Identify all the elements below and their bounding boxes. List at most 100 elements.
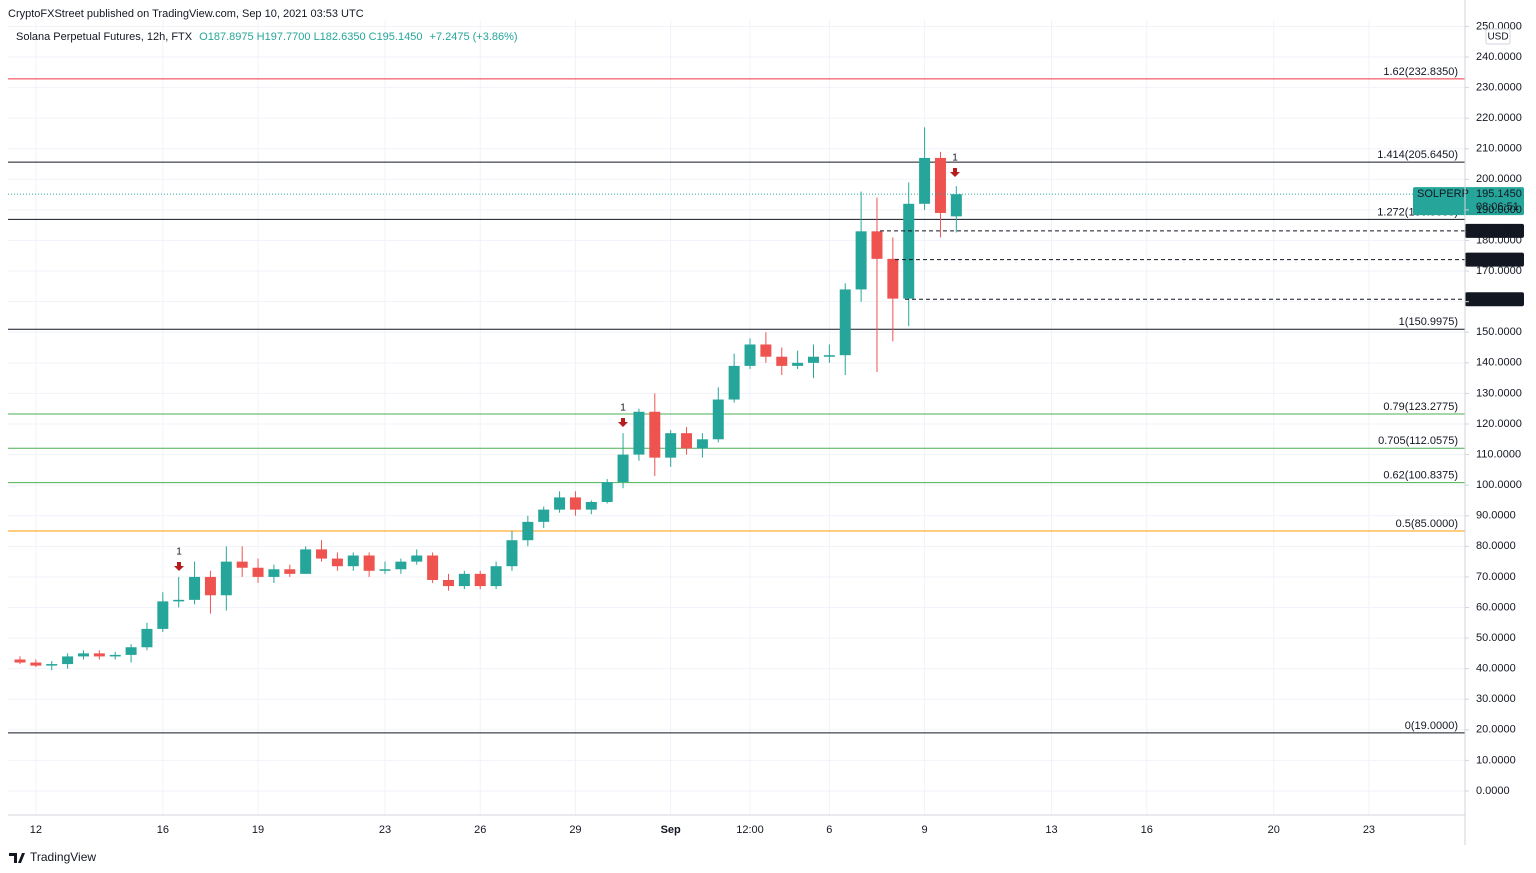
x-tick-label: 16 [157, 824, 169, 836]
candle-body [204, 576, 216, 596]
y-tick-label: 70.0000 [1476, 571, 1516, 583]
candle-body [601, 482, 613, 502]
candle-body [808, 356, 819, 363]
last-price-symbol: SOLPERP [1417, 188, 1469, 200]
candle-body [347, 555, 359, 567]
last-price-tag [1413, 187, 1524, 216]
brand-logo [9, 853, 25, 863]
y-tick-label: 170.0000 [1476, 265, 1522, 277]
ohlc-c: C195.1450 [368, 31, 423, 43]
candle-body [300, 549, 312, 574]
y-tick-label: 80.0000 [1476, 540, 1516, 552]
candle-body [950, 194, 962, 217]
candle-body [93, 653, 105, 657]
x-tick-label: Sep [661, 824, 681, 836]
ohlc-o: O187.8975 [199, 31, 254, 43]
currency: USD [1487, 32, 1508, 43]
fib-label: 0.62(100.8375) [1383, 470, 1458, 482]
price-tag-label: 183.1600 [1471, 225, 1517, 237]
brand: TradingView [30, 850, 96, 864]
candle-body [744, 344, 756, 366]
candle-body [236, 561, 248, 568]
candle-body [379, 569, 391, 571]
y-tick-label: 120.0000 [1476, 418, 1522, 430]
y-tick-label: 220.0000 [1476, 112, 1522, 124]
y-tick-label: 140.0000 [1476, 357, 1522, 369]
fib-label: 0.79(123.2775) [1383, 401, 1458, 413]
candle-body [554, 497, 566, 510]
candle-body [141, 628, 153, 648]
y-tick-label: 60.0000 [1476, 601, 1516, 613]
fib-label: 1.62(232.8350) [1383, 66, 1458, 78]
candle-body [712, 399, 724, 440]
candle-body [442, 579, 454, 587]
candle-body [696, 439, 708, 449]
ohlc-l: L182.6350 [313, 31, 366, 43]
last-price-label: 195.1450 [1476, 188, 1522, 200]
x-tick-label: 12 [30, 824, 42, 836]
candle-body [728, 365, 740, 400]
candle-body [363, 555, 375, 571]
candle-body [506, 540, 518, 567]
candle-body [458, 573, 470, 587]
signal-label: 1 [952, 153, 958, 164]
candle-body [839, 289, 851, 356]
candle-body [585, 501, 597, 510]
x-tick-label: 23 [379, 824, 391, 836]
candle-body [871, 231, 883, 259]
candles [14, 127, 962, 671]
candle-body [903, 203, 915, 299]
y-tick-label: 180.0000 [1476, 234, 1522, 246]
y-tick-label: 240.0000 [1476, 51, 1522, 63]
y-tick-label: 0.0000 [1476, 785, 1510, 797]
axes: 0.0000 10.0000 20.0000 30.0000 40.0000 50.000… [30, 20, 1522, 836]
candle-body [569, 497, 581, 510]
fib-label: 1(150.9975) [1399, 316, 1458, 328]
candle-body [681, 433, 693, 449]
x-tick-label: 20 [1268, 824, 1280, 836]
y-tick-label: 40.0000 [1476, 663, 1516, 675]
candle-body [919, 157, 931, 204]
candle-body [633, 411, 645, 455]
publisher: CryptoFXStreet published on TradingView.… [8, 8, 364, 20]
y-tick-label: 130.0000 [1476, 387, 1522, 399]
candle-body [617, 454, 629, 483]
y-tick-label: 210.0000 [1476, 143, 1522, 155]
candle-body [125, 647, 137, 655]
x-tick-label: 16 [1141, 824, 1153, 836]
signal-label: 1 [620, 403, 626, 414]
candle-body [760, 344, 772, 357]
y-tick-label: 30.0000 [1476, 693, 1516, 705]
candle-body [62, 656, 74, 665]
price-tag [1465, 292, 1524, 307]
candle-body [316, 549, 328, 559]
candle-body [284, 569, 296, 574]
candle-body [934, 157, 946, 213]
y-tick-label: 10.0000 [1476, 754, 1516, 766]
y-tick-label: 200.0000 [1476, 173, 1522, 185]
signal-label: 1 [176, 547, 182, 558]
candle-body [776, 356, 788, 366]
symbol-title: Solana Perpetual Futures, 12h, FTX [16, 31, 193, 43]
x-tick-label: 9 [922, 824, 928, 836]
y-tick-label: 50.0000 [1476, 632, 1516, 644]
candle-body [855, 231, 867, 290]
candle-body [522, 521, 534, 541]
candle-body [665, 433, 677, 458]
candle-body [474, 573, 486, 587]
candle-body [14, 659, 26, 663]
fib-label: 0.5(85.0000) [1396, 518, 1458, 530]
candle-body [173, 599, 185, 602]
y-tick-label: 250.0000 [1476, 20, 1522, 32]
x-tick-label: 23 [1363, 824, 1375, 836]
change: +7.2475 (+3.86%) [429, 31, 518, 43]
price-tag-label: 173.7275 [1471, 254, 1517, 266]
candle-body [490, 566, 502, 587]
candle-body [411, 555, 423, 562]
ohlc-h: H197.7700 [256, 31, 311, 43]
candle-body [77, 653, 89, 657]
price-tag [1465, 252, 1524, 267]
logo-shape [9, 853, 25, 863]
